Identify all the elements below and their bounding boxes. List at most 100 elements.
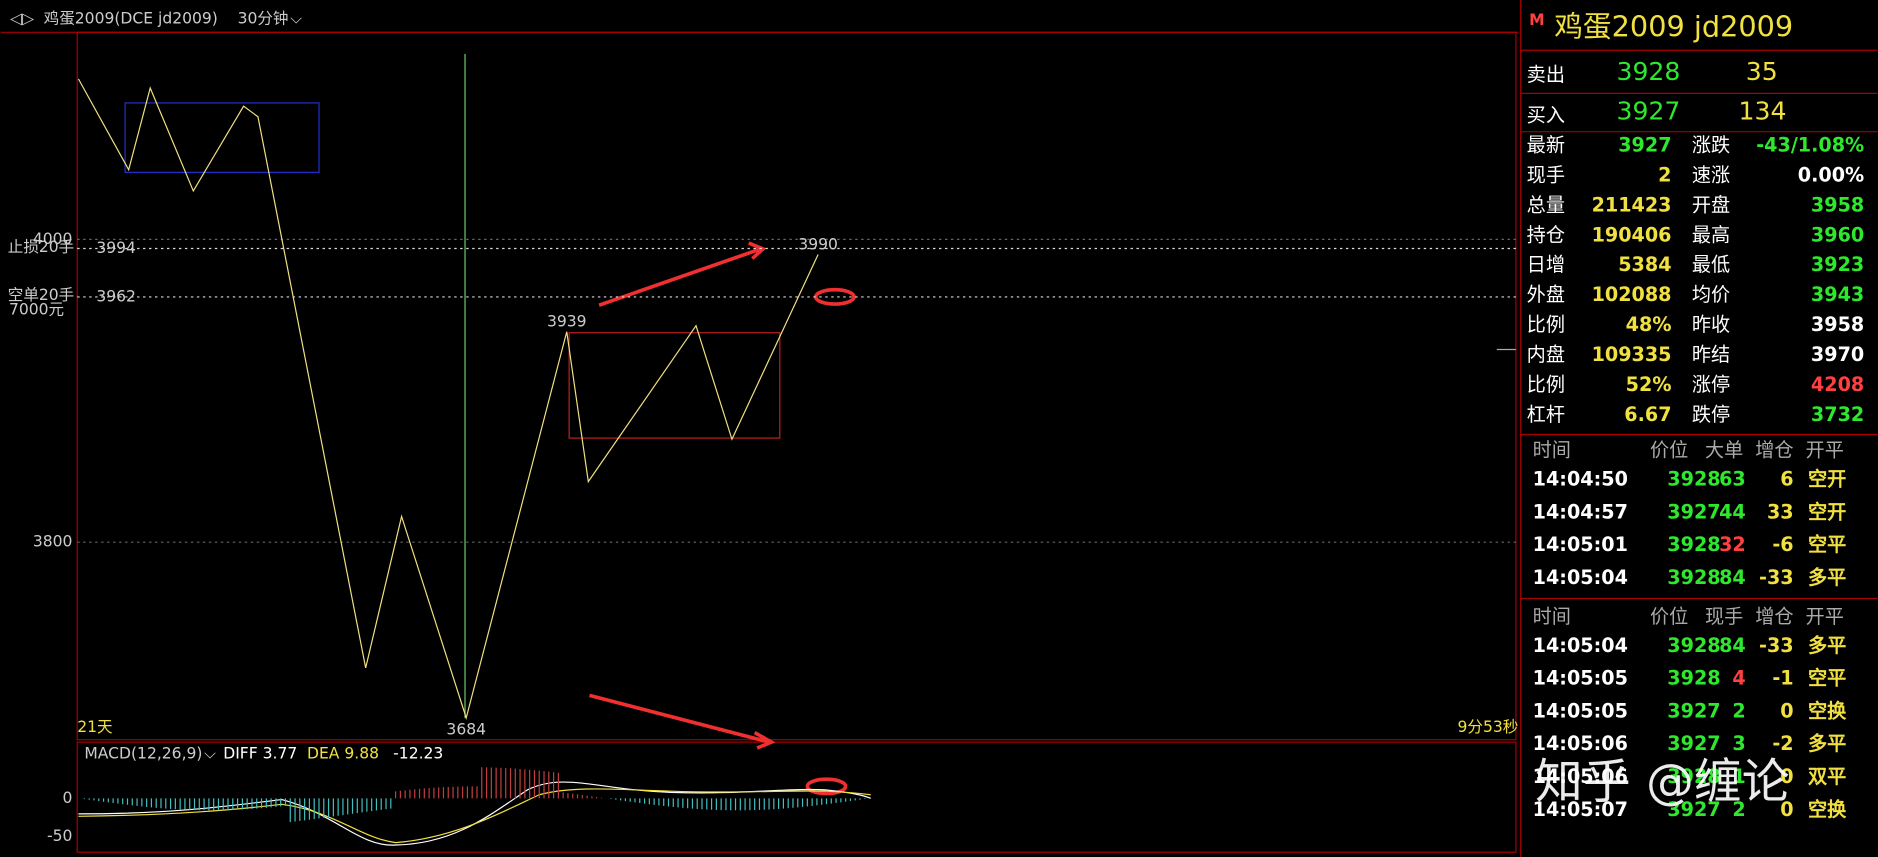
quote-label: 最低 xyxy=(1692,253,1730,276)
quote-label: 内盘 xyxy=(1527,343,1565,366)
table-cell: 多平 xyxy=(1808,566,1846,589)
table-cell: 多平 xyxy=(1808,634,1846,657)
bid-price: 3927 xyxy=(1616,97,1680,126)
table-header: 时间 xyxy=(1533,439,1571,462)
level-label: 止损20手 xyxy=(8,238,74,256)
table-cell: 空开 xyxy=(1808,467,1846,490)
quote-label: 最新 xyxy=(1527,134,1565,157)
table-cell: 4 xyxy=(1732,667,1745,690)
quote-value: 48% xyxy=(1626,313,1672,336)
table-header: 价位 xyxy=(1650,439,1688,462)
quote-value: 6.67 xyxy=(1624,403,1671,426)
table-header: 增仓 xyxy=(1755,439,1793,462)
quote-label: 跌停 xyxy=(1692,403,1730,426)
quote-label: 现手 xyxy=(1527,163,1565,186)
table-header: 时间 xyxy=(1533,605,1571,628)
table-cell: -33 xyxy=(1759,566,1794,589)
quote-value: 3927 xyxy=(1618,134,1671,157)
macd-diff: DIFF 3.77 xyxy=(223,745,297,763)
table-header: 开平 xyxy=(1806,605,1844,628)
bid-volume: 134 xyxy=(1739,97,1787,126)
quote-value: 52% xyxy=(1626,373,1672,396)
table-cell: 6 xyxy=(1780,467,1793,490)
quote-value: 3943 xyxy=(1811,283,1864,306)
level-label: 空单20手 xyxy=(8,286,74,304)
quote-label: 开盘 xyxy=(1692,193,1730,216)
table-cell: 3 xyxy=(1732,732,1745,755)
quote-value: 3970 xyxy=(1811,343,1864,366)
table-cell: 14:05:04 xyxy=(1533,634,1628,657)
table-cell: 14:04:50 xyxy=(1533,467,1628,490)
table-cell: 2 xyxy=(1732,699,1745,722)
table-cell: -33 xyxy=(1759,634,1794,657)
table-cell: 1 xyxy=(1732,765,1745,788)
table-cell: 0 xyxy=(1780,798,1793,821)
consolidation-box xyxy=(568,332,781,439)
y-tick-label: 0 xyxy=(63,789,73,807)
table-cell: 63 xyxy=(1719,467,1746,490)
quote-value: 3958 xyxy=(1811,193,1864,216)
table-cell: 3928 xyxy=(1667,765,1720,788)
table-cell: 空开 xyxy=(1808,500,1846,523)
period[interactable]: 30分钟 xyxy=(238,10,289,28)
quote-label: 杠杆 xyxy=(1527,403,1565,426)
days: 21天 xyxy=(77,718,113,736)
consolidation-box xyxy=(124,102,320,173)
quote-label: 外盘 xyxy=(1527,283,1565,306)
table-cell: 空平 xyxy=(1808,667,1846,690)
quote-label: 最高 xyxy=(1692,223,1730,246)
quote-label: 涨跌 xyxy=(1692,134,1730,157)
table-cell: 3927 xyxy=(1667,699,1720,722)
level-value: 3994 xyxy=(96,239,136,257)
quote-label: 日增 xyxy=(1527,253,1565,276)
watermark: 知乎 @缠论 xyxy=(1535,755,1790,810)
quote-value: 3958 xyxy=(1811,313,1864,336)
quote-value: 3960 xyxy=(1811,223,1864,246)
table-header: 增仓 xyxy=(1755,605,1793,628)
arrow xyxy=(589,693,776,750)
quote-value: 102088 xyxy=(1592,283,1672,306)
price-annotation: 3684 xyxy=(446,720,486,738)
table-cell: 44 xyxy=(1719,500,1746,523)
quote-label: 速涨 xyxy=(1692,163,1730,186)
macd-dea: DEA 9.88 xyxy=(307,745,379,763)
quote-value: 3923 xyxy=(1811,253,1864,276)
quote-label: 持仓 xyxy=(1527,223,1565,246)
quote-value: 5384 xyxy=(1618,253,1671,276)
badge: M xyxy=(1529,11,1544,29)
table-cell: 3928 xyxy=(1667,533,1720,556)
macd-value: -12.23 xyxy=(393,745,443,763)
table-cell: 14:05:06 xyxy=(1533,765,1628,788)
price-annotation: 3939 xyxy=(547,313,587,331)
quote-value: 3732 xyxy=(1811,403,1864,426)
table-cell: 3928 xyxy=(1667,667,1720,690)
table-header: 现手 xyxy=(1705,605,1743,628)
nav-icon[interactable]: ◁▷ xyxy=(10,10,34,28)
chart-frame xyxy=(76,31,1517,741)
quote-label: 昨收 xyxy=(1692,313,1730,336)
y-tick-label: 4000 xyxy=(33,230,73,248)
table-cell: 3927 xyxy=(1667,732,1720,755)
quote-value: 4208 xyxy=(1811,373,1864,396)
table-cell: -6 xyxy=(1772,533,1793,556)
arrow xyxy=(598,241,767,307)
quote-label: 昨结 xyxy=(1692,343,1730,366)
table-cell: 3928 xyxy=(1667,467,1720,490)
table-cell: -1 xyxy=(1772,667,1793,690)
zigzag-line xyxy=(77,78,819,720)
macd-title: MACD(12,26,9) xyxy=(84,745,202,763)
table-cell: -2 xyxy=(1772,732,1793,755)
table-cell: 空换 xyxy=(1808,699,1847,722)
quote-value: -43/1.08% xyxy=(1756,134,1864,157)
table-header: 开平 xyxy=(1806,439,1844,462)
quote-label: 总量 xyxy=(1527,193,1565,216)
table-cell: 空换 xyxy=(1808,798,1847,821)
table-cell: 84 xyxy=(1719,634,1746,657)
note: 7000元 xyxy=(9,301,64,319)
quote-value: 211423 xyxy=(1592,193,1672,216)
table-cell: 2 xyxy=(1732,798,1745,821)
dropdown-icon[interactable]: ⌵ xyxy=(290,10,302,28)
dropdown-icon[interactable]: ⌵ xyxy=(204,745,216,763)
